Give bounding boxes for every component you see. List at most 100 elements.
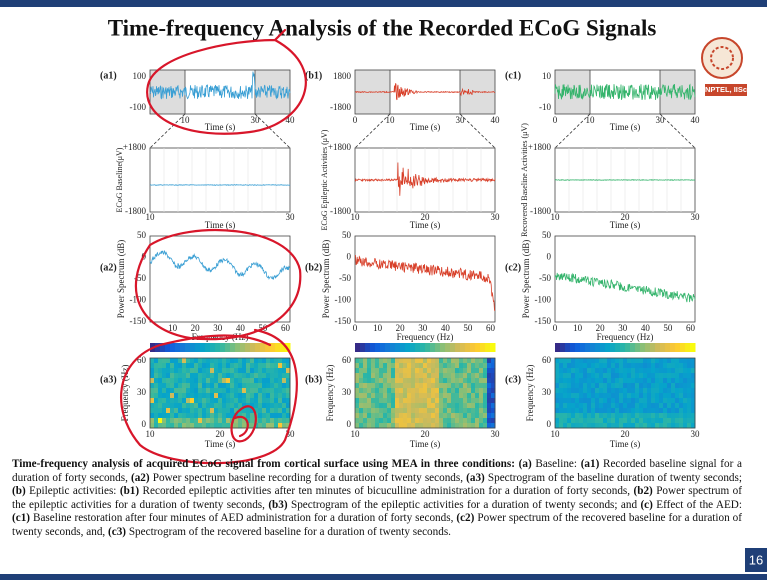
spectrogram-cell	[415, 413, 420, 419]
spectrogram-cell	[583, 388, 588, 394]
spectrogram-cell	[555, 423, 560, 429]
spectrogram-cell	[355, 393, 360, 399]
spectrogram-cell	[439, 378, 444, 384]
spectrogram-cell	[230, 408, 235, 414]
spectrogram-cell	[655, 408, 660, 414]
spectrogram-cell	[427, 358, 432, 364]
y-tick-label: -1800	[330, 206, 351, 216]
spectrogram-cell	[222, 408, 227, 414]
spectrogram-cell	[415, 393, 420, 399]
spectrogram-cell	[559, 408, 564, 414]
spectrogram-cell	[371, 368, 376, 374]
spectrogram-cell	[407, 363, 412, 369]
spectrogram-cell	[631, 408, 636, 414]
zoom-guide	[459, 113, 496, 149]
spectrogram-cell	[467, 383, 472, 389]
spectrogram-cell	[407, 388, 412, 394]
spectrogram-cell	[371, 358, 376, 364]
spectrogram-cell	[387, 408, 392, 414]
spectrogram-cell	[419, 368, 424, 374]
spectrogram-cell	[595, 363, 600, 369]
spectrogram-cell	[627, 403, 632, 409]
spectrogram-cell	[599, 398, 604, 404]
spectrogram-cell	[471, 423, 476, 429]
spectrogram-cell	[375, 363, 380, 369]
spectrogram-cell	[250, 363, 255, 369]
spectrogram-cell	[202, 403, 207, 409]
y-tick-label: 0	[347, 252, 352, 262]
spectrogram-cell	[174, 398, 179, 404]
spectrogram-cell	[391, 368, 396, 374]
spectrogram-cell	[214, 403, 219, 409]
spectrogram-cell	[435, 403, 440, 409]
spectrogram-cell	[607, 418, 612, 424]
spectrogram-cell	[459, 368, 464, 374]
spectrogram-cell	[363, 378, 368, 384]
spectrogram-cell	[182, 393, 187, 399]
spectrogram-cell	[491, 423, 496, 429]
spectrogram-cell	[407, 393, 412, 399]
spectrogram-cell	[459, 388, 464, 394]
spectrogram-cell	[651, 388, 656, 394]
spectrogram-cell	[214, 368, 219, 374]
caption-text: Power spectrum of the epileptic activiti…	[12, 485, 742, 511]
spectrogram-cell	[355, 408, 360, 414]
spectrogram-cell	[479, 393, 484, 399]
spectrogram-cell	[250, 393, 255, 399]
spectrogram-cell	[150, 383, 155, 389]
spectrogram-cell	[455, 368, 460, 374]
spectrogram-cell	[367, 403, 372, 409]
spectrogram-cell	[355, 358, 360, 364]
spectrogram-cell	[234, 398, 239, 404]
spectrogram-cell	[635, 423, 640, 429]
spectrogram-cell	[158, 418, 163, 424]
spectrogram-cell	[611, 383, 616, 389]
spectrogram-cell	[254, 378, 259, 384]
spectrogram-cell	[387, 363, 392, 369]
spectrogram-cell	[463, 393, 468, 399]
colorbar-cell	[660, 343, 666, 352]
spectrogram-cell	[383, 378, 388, 384]
spectrogram-cell	[487, 368, 492, 374]
colorbar-cell	[195, 343, 201, 352]
x-axis-label: Time (s)	[610, 220, 640, 230]
spectrogram-cell	[250, 373, 255, 379]
spectrogram-cell	[226, 398, 231, 404]
spectrogram-cell	[391, 383, 396, 389]
colorbar-cell	[415, 343, 421, 352]
spectrogram-cell	[359, 408, 364, 414]
slide-title: Time-frequency Analysis of the Recorded …	[108, 15, 657, 40]
y-tick-label: -100	[130, 102, 147, 112]
spectrogram-cell	[467, 418, 472, 424]
caption-text: Recorded epileptic activities after ten …	[139, 485, 634, 498]
spectrogram-cell	[591, 408, 596, 414]
colorbar-cell	[455, 343, 461, 352]
spectrogram-cell	[687, 383, 692, 389]
spectrogram-cell	[218, 393, 223, 399]
spectrogram-cell	[487, 388, 492, 394]
caption-text: (c)	[640, 498, 653, 511]
spectrogram-cell	[479, 358, 484, 364]
spectrogram-cell	[671, 398, 676, 404]
y-axis-label: Frequency (Hz)	[525, 365, 535, 422]
colorbar-cell	[470, 343, 476, 352]
spectrogram-cell	[258, 388, 263, 394]
colorbar-cell	[575, 343, 581, 352]
spectrogram-cell	[683, 423, 688, 429]
spectrogram-cell	[387, 378, 392, 384]
spectrogram-cell	[435, 383, 440, 389]
spectrogram-cell	[487, 403, 492, 409]
caption-text: Spectrogram of the baseline duration of …	[484, 471, 742, 484]
spectrogram-cell	[603, 423, 608, 429]
spectrogram-cell	[198, 393, 203, 399]
spectrogram-cell	[194, 363, 199, 369]
spectrogram-cell	[230, 378, 235, 384]
spectrogram-cell	[435, 388, 440, 394]
panel-label: (a2)	[100, 262, 117, 273]
spectrogram-cell	[483, 388, 488, 394]
spectrogram-cell	[375, 373, 380, 379]
spectrogram-cell	[194, 398, 199, 404]
spectrogram-cell	[407, 358, 412, 364]
spectrogram-cell	[282, 398, 287, 404]
spectrogram-cell	[174, 373, 179, 379]
